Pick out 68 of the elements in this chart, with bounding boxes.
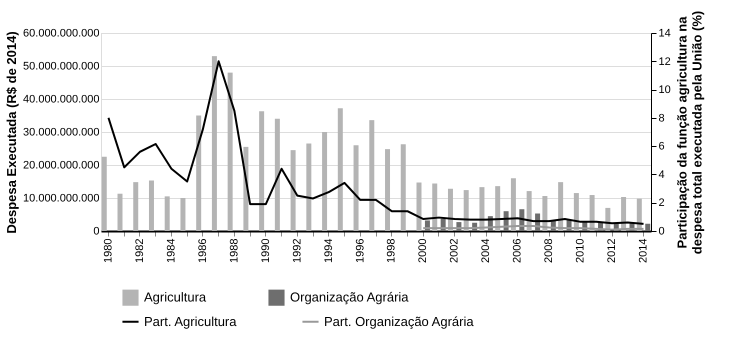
bar [212, 56, 217, 231]
y2-tick-label: 12 [658, 56, 671, 68]
bar [479, 187, 484, 231]
x-tick-label: 1988 [228, 238, 240, 263]
bar [400, 144, 406, 231]
bar [558, 182, 564, 231]
bar [180, 198, 186, 231]
bar [102, 156, 107, 231]
x-tick-label: 1992 [291, 238, 304, 263]
x-tick-label: 2002 [448, 238, 461, 263]
line-series [107, 60, 645, 225]
x-tick-label: 1980 [102, 238, 114, 263]
x-tick-label: 2006 [512, 238, 524, 263]
bar [416, 182, 422, 231]
x-tick-label: 2008 [543, 238, 556, 263]
y2-tick-label: 2 [658, 197, 665, 210]
x-tick-label: 1984 [165, 238, 178, 263]
x-tick-label: 2004 [480, 238, 492, 263]
legend-label: Organização Agrária [290, 290, 410, 305]
y-tick-label: 10.000.000.000 [23, 192, 100, 204]
x-tick-label: 2010 [574, 238, 587, 263]
y-tick-label: 30.000.000.000 [23, 126, 100, 138]
y-tick-label: 20.000.000.000 [23, 160, 100, 172]
bar [354, 145, 359, 231]
bar [495, 186, 500, 231]
bar [164, 196, 170, 231]
y-tick-label: 50.000.000.000 [23, 60, 100, 72]
y2-tick-label: 8 [658, 112, 665, 124]
y-axis-title: Despesa Executada (R$ de 2014) [4, 31, 20, 234]
bar [322, 132, 328, 231]
bar [510, 178, 516, 231]
legend-label: Part. Organização Agrária [324, 314, 474, 329]
x-tick-label: 1986 [196, 238, 209, 263]
x-tick-label: 1994 [322, 238, 335, 263]
bar [338, 108, 343, 231]
y2-tick-label: 0 [658, 226, 665, 238]
bar [259, 111, 264, 231]
y-tick-label: 40.000.000.000 [23, 94, 100, 106]
bar [274, 118, 280, 231]
bar [385, 149, 390, 231]
bar [448, 188, 453, 231]
bar [133, 182, 138, 231]
y2-tick-label: 10 [658, 84, 671, 96]
bar [369, 120, 374, 231]
x-tick-label: 1990 [260, 238, 272, 263]
legend-label: Part. Agricultura [144, 314, 238, 329]
bar [196, 116, 202, 231]
bar [526, 191, 532, 231]
y2-tick-label: 14 [658, 28, 671, 40]
bar [645, 224, 650, 231]
bar [306, 144, 312, 231]
y-tick-label: 0 [93, 226, 100, 238]
y-tick-label: 60.000.000.000 [23, 28, 100, 40]
legend-label: Agricultura [144, 290, 207, 305]
x-tick-label: 2000 [417, 238, 430, 263]
x-tick-label: 2012 [606, 238, 618, 263]
bar [117, 194, 122, 231]
bar [148, 180, 154, 231]
x-tick-label: 1982 [134, 238, 146, 263]
bar [432, 183, 438, 231]
x-tick-label: 1996 [354, 238, 366, 263]
bar [290, 150, 296, 231]
y2-tick-label: 6 [658, 140, 665, 153]
y2-tick-label: 4 [658, 168, 665, 181]
x-tick-label: 1998 [386, 238, 398, 263]
y2-axis-title: Participação da função agricultura na despesa total executada pela União (%) [674, 10, 705, 254]
x-tick-label: 2014 [638, 238, 650, 263]
bar [228, 72, 233, 231]
